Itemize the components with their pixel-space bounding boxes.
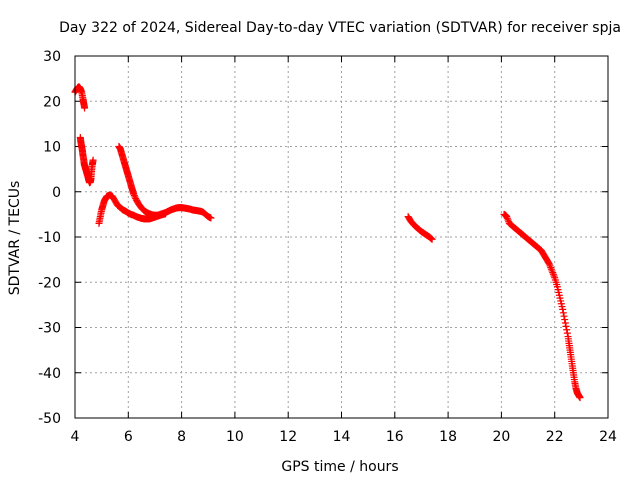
x-tick-label: 6	[124, 429, 133, 445]
x-tick-label: 12	[279, 429, 297, 445]
chart-title: Day 322 of 2024, Sidereal Day-to-day VTE…	[59, 20, 621, 36]
x-tick-label: 22	[546, 429, 564, 445]
data-point	[563, 326, 571, 334]
y-axis-title: SDTVAR / TECUs	[7, 181, 23, 296]
data-point	[503, 213, 511, 221]
data-point	[561, 316, 569, 324]
x-tick-label: 14	[333, 429, 351, 445]
y-tick-label: -20	[38, 275, 61, 291]
x-tick-label: 4	[71, 429, 80, 445]
x-tick-label: 20	[492, 429, 510, 445]
data-point	[547, 265, 555, 273]
data-point	[548, 267, 556, 275]
data-point	[545, 260, 553, 268]
y-tick-label: -40	[38, 366, 61, 382]
data-point	[81, 104, 89, 112]
data-point	[503, 214, 511, 222]
y-tick-label: -10	[38, 230, 61, 246]
data-point	[89, 156, 97, 164]
data-point	[162, 210, 170, 218]
y-tick-label: 10	[43, 140, 61, 156]
x-axis-title: GPS time / hours	[281, 459, 398, 475]
data-point	[550, 272, 558, 280]
data-point	[576, 394, 584, 402]
y-tick-label: -50	[38, 411, 61, 427]
x-tick-label: 10	[226, 429, 244, 445]
y-tick-label: 0	[52, 185, 61, 201]
data-point	[131, 193, 139, 201]
data-point	[563, 329, 571, 337]
data-point	[559, 305, 567, 313]
y-tick-label: 30	[43, 49, 61, 65]
x-tick-label: 18	[439, 429, 457, 445]
data-point	[130, 191, 138, 199]
x-axis-tick-labels: 4 6 8 10 12 14 16 18 20 22 24	[71, 429, 617, 445]
data-point	[549, 269, 557, 277]
data-point	[130, 190, 138, 198]
data-point	[562, 322, 570, 330]
data-point	[428, 235, 436, 243]
data-point	[207, 214, 215, 222]
data-point	[547, 264, 555, 272]
y-tick-label: 20	[43, 94, 61, 110]
plot-frame	[74, 55, 609, 419]
x-tick-label: 8	[177, 429, 186, 445]
data-point	[561, 319, 569, 327]
grid	[75, 56, 608, 418]
data-point	[504, 216, 512, 224]
y-tick-label: -30	[38, 321, 61, 337]
data-points	[71, 83, 584, 402]
y-axis-tick-labels: 30 20 10 0 -10 -20 -30 -40 -50	[38, 49, 61, 427]
data-point	[560, 312, 568, 320]
x-tick-label: 24	[599, 429, 617, 445]
x-tick-label: 16	[386, 429, 404, 445]
data-point	[549, 270, 557, 278]
data-point	[559, 309, 567, 317]
data-point	[546, 262, 554, 270]
